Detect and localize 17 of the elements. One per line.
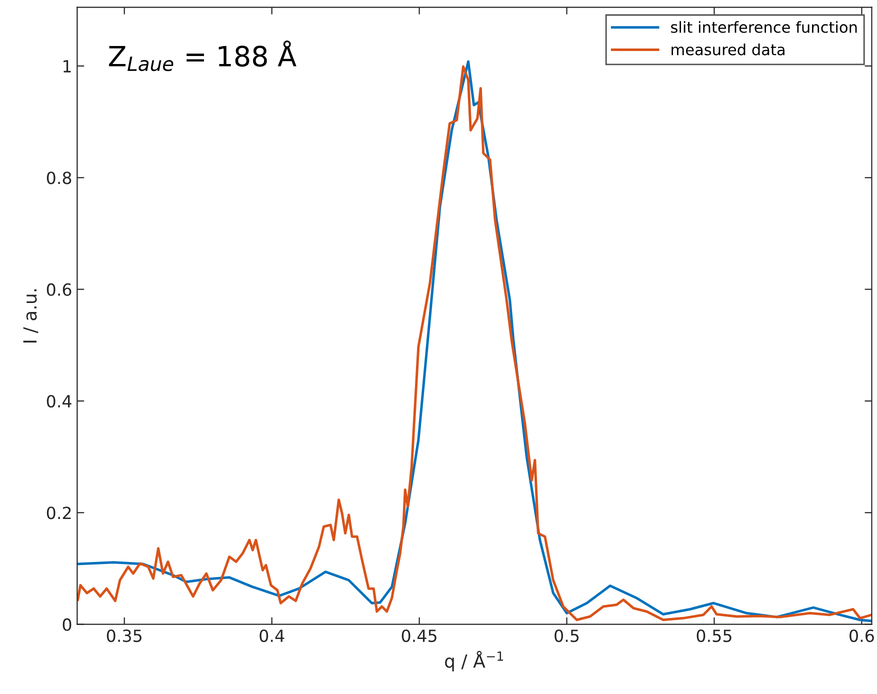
y-axis-title: I / a.u. (23, 289, 38, 342)
x-tick-label: 0.55 (696, 629, 732, 642)
y-tick-label: 0.6 (46, 283, 72, 296)
legend-label: measured data (672, 44, 784, 56)
y-tick-label: 0.4 (46, 394, 72, 408)
x-axis-title: q / Å$^{−1}$ (445, 650, 504, 672)
y-tick-label: 0.2 (46, 506, 71, 520)
y-tick-label: 0.8 (46, 172, 72, 184)
x-tick-label: 0.35 (106, 629, 142, 642)
annotation: Z$_{Laue}$ = 188 Å (108, 40, 296, 72)
x-tick-label: 0.4 (260, 629, 284, 642)
y-tick-label: 0 (62, 618, 72, 631)
x-tick-label: 0.5 (554, 629, 579, 642)
x-tick-label: 0.45 (402, 629, 436, 642)
y-tick-label: 1 (64, 60, 71, 72)
x-tick-label: 0.6 (850, 629, 874, 642)
legend-label: slit interference function (671, 21, 857, 33)
